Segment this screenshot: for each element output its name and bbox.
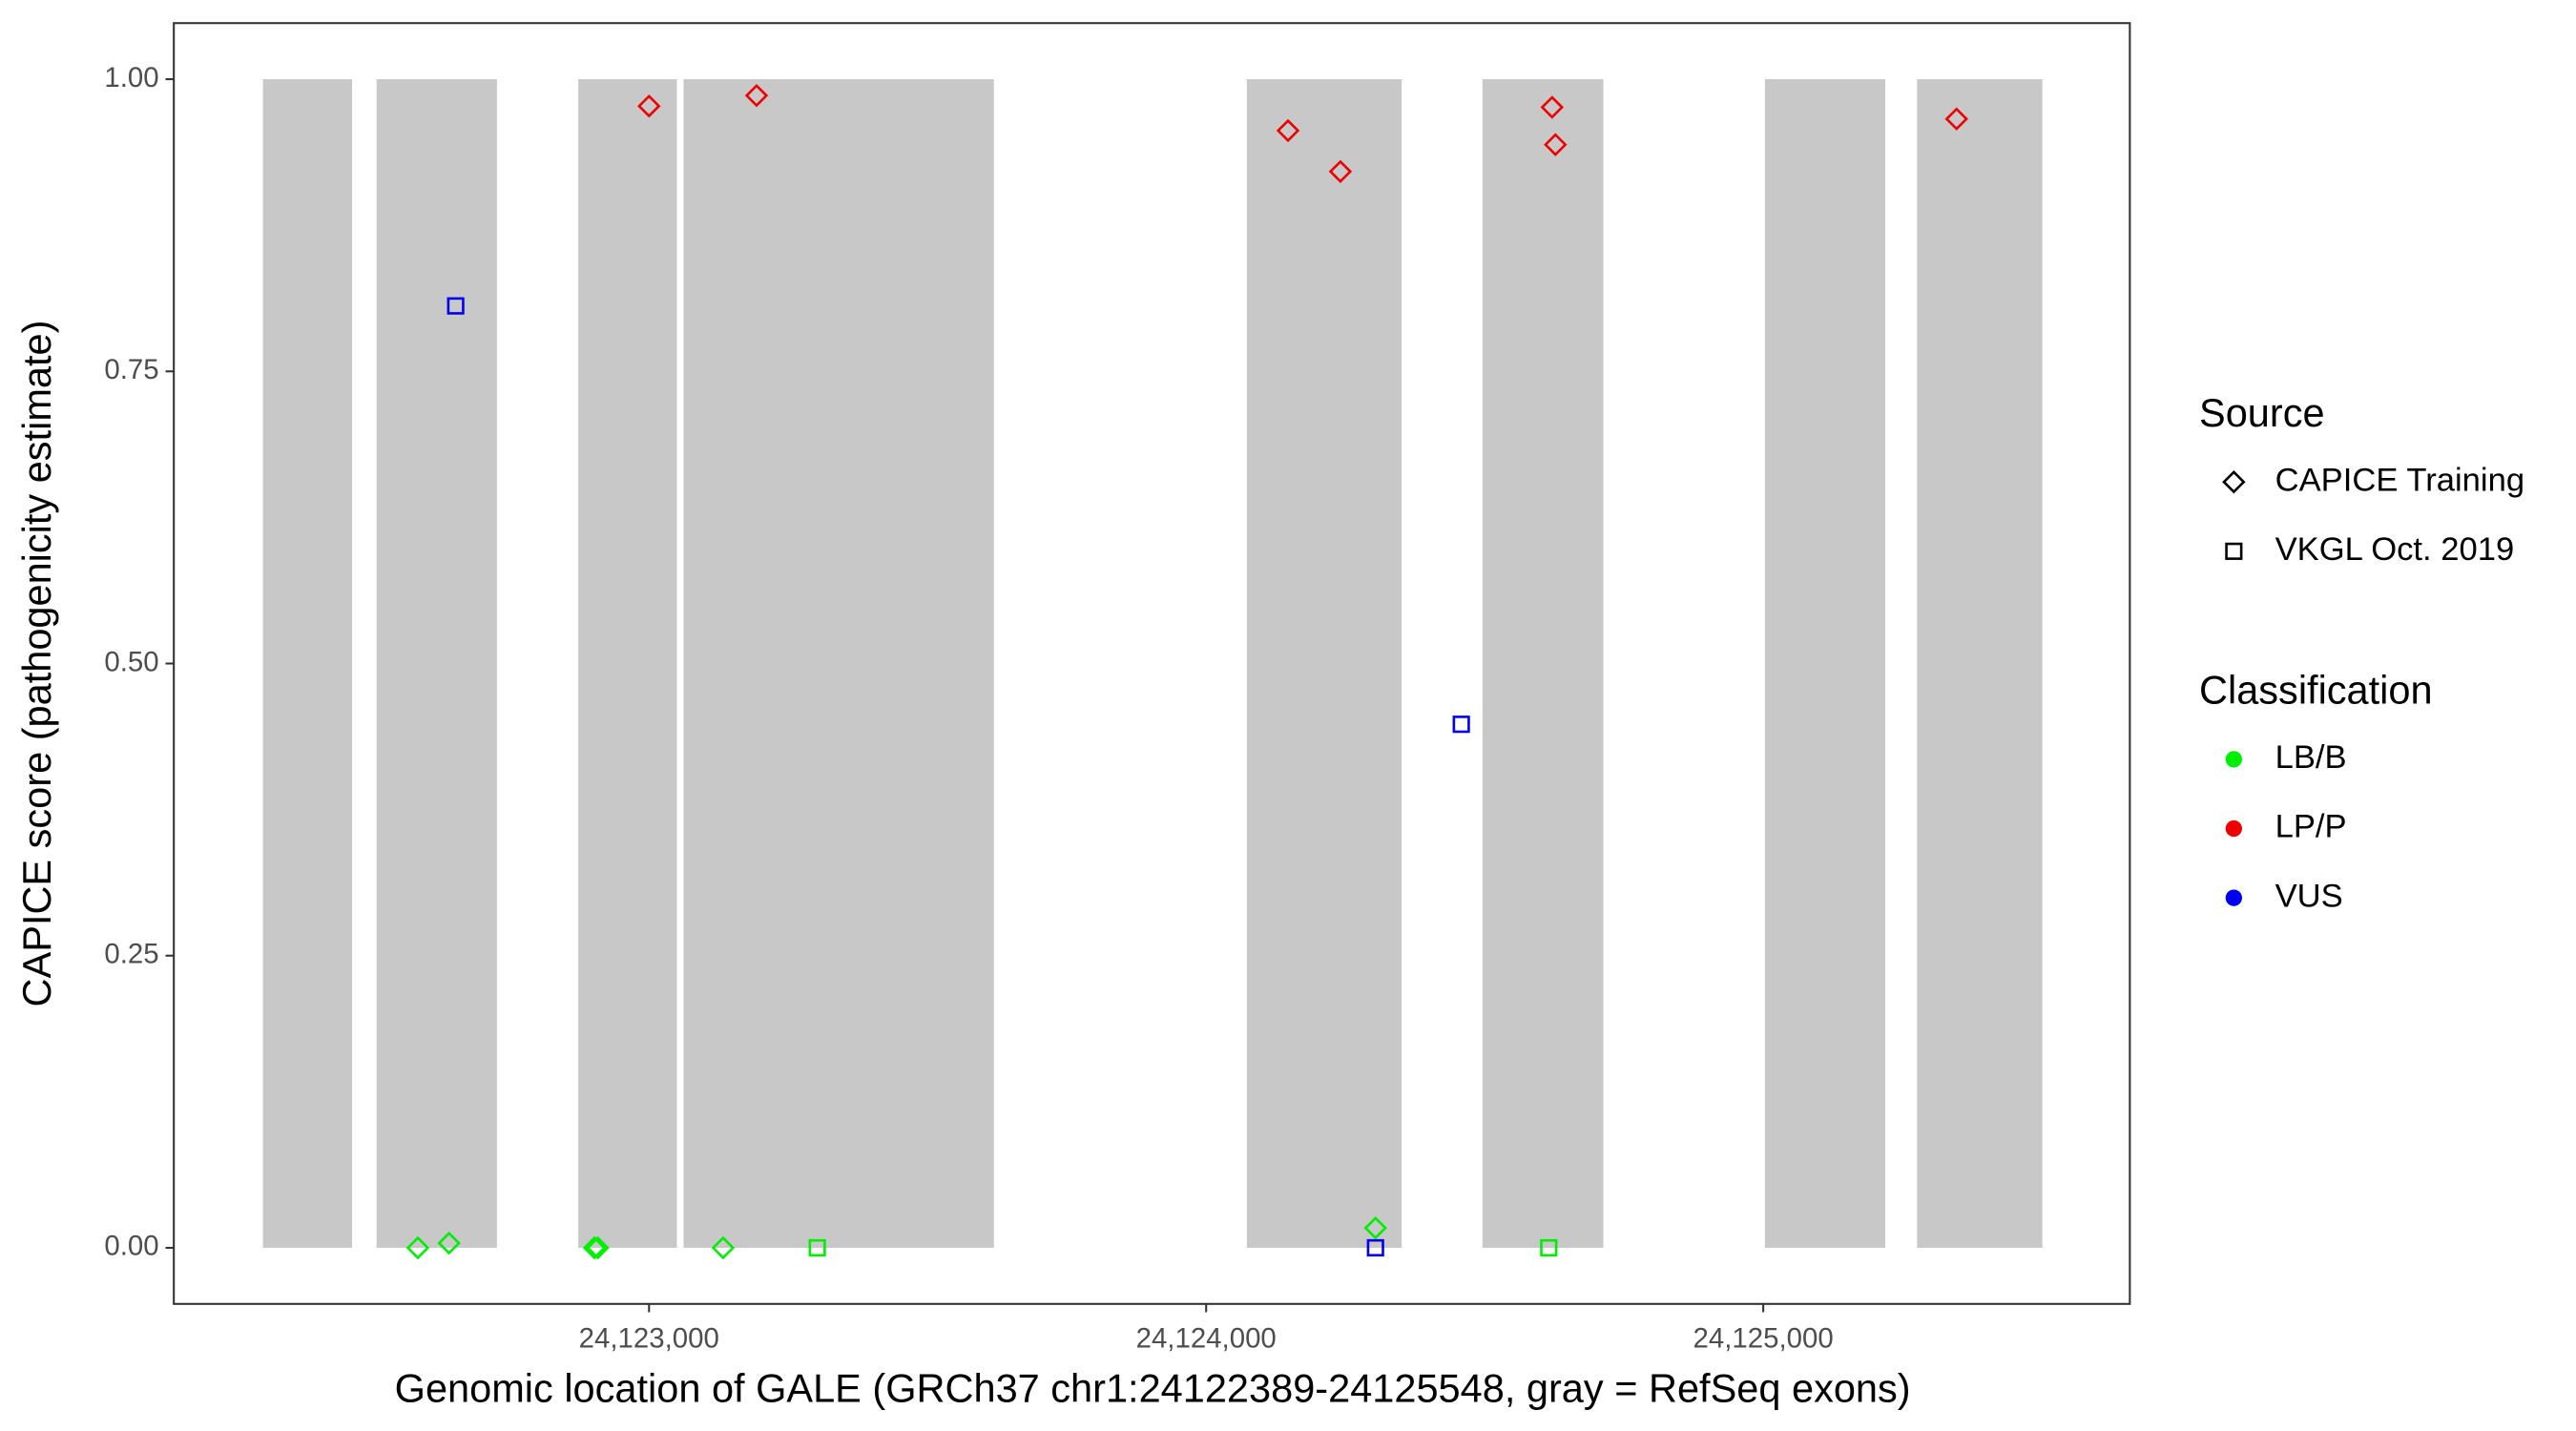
- point: [586, 1235, 610, 1260]
- point: [1452, 716, 1470, 734]
- exon: [262, 79, 353, 1248]
- y-tick-label: 0.50: [104, 646, 158, 677]
- x-tick-label: 24,124,000: [1136, 1323, 1277, 1355]
- point: [1276, 118, 1300, 143]
- legend-title: Source: [2199, 390, 2325, 435]
- point: [1944, 107, 1968, 131]
- point: [582, 1235, 607, 1260]
- point: [744, 83, 769, 108]
- exon: [683, 79, 994, 1248]
- y-tick-label: 0.25: [104, 939, 158, 970]
- legend-key: [2225, 542, 2243, 560]
- point: [1328, 159, 1353, 184]
- x-tick-label: 24,125,000: [1693, 1323, 1834, 1355]
- point: [1540, 1238, 1558, 1257]
- legend-key: [2225, 751, 2242, 768]
- y-tick-label: 1.00: [104, 62, 158, 93]
- exon: [1917, 79, 2043, 1248]
- exon: [1764, 79, 1886, 1248]
- exon: [1246, 79, 1402, 1248]
- point: [637, 93, 661, 118]
- point: [1366, 1238, 1384, 1257]
- legend-key: [2225, 889, 2242, 906]
- point: [711, 1235, 736, 1260]
- y-axis-title: CAPICE score (pathogenicity estimate): [14, 321, 59, 1007]
- exon: [578, 79, 677, 1248]
- legend-key: [2222, 469, 2246, 494]
- x-axis-title: Genomic location of GALE (GRCh37 chr1:24…: [395, 1365, 1911, 1410]
- point: [447, 297, 465, 315]
- point: [1540, 95, 1565, 119]
- exon: [376, 79, 497, 1248]
- legend-label: LP/P: [2275, 809, 2347, 845]
- point: [437, 1231, 461, 1255]
- exon: [1482, 79, 1604, 1248]
- y-tick-label: 0.00: [104, 1231, 158, 1262]
- legend-label: VUS: [2275, 878, 2343, 914]
- x-tick-label: 24,123,000: [579, 1323, 719, 1355]
- point: [1544, 133, 1568, 156]
- point: [405, 1235, 430, 1260]
- legend-label: VKGL Oct. 2019: [2275, 531, 2515, 568]
- point: [1363, 1215, 1387, 1240]
- y-tick-label: 0.75: [104, 354, 158, 385]
- legend-label: CAPICE Training: [2275, 462, 2524, 498]
- legend-label: LB/B: [2275, 739, 2347, 776]
- legend-key: [2225, 819, 2242, 838]
- legend-title: Classification: [2199, 668, 2433, 713]
- point: [808, 1238, 826, 1257]
